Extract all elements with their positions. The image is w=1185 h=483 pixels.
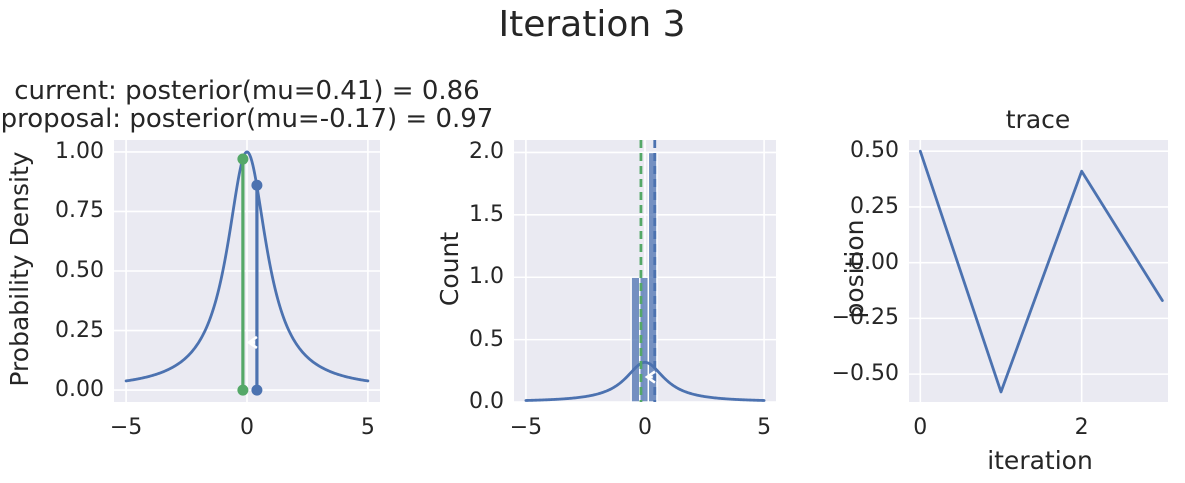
axes-background [909, 140, 1168, 402]
posterior-x-tick-label: 0 [240, 415, 254, 440]
current-posterior-text: current: posterior(mu=0.41) = 0.86 [14, 76, 480, 106]
samples-histogram-x-tick-label: 5 [757, 415, 772, 440]
posterior-y-tick-label: 0.25 [55, 317, 104, 343]
samples-histogram-x-tick-label: 0 [638, 415, 652, 440]
samples-histogram-y-tick-label: 2.0 [469, 139, 504, 165]
trace-y-tick-label: −0.25 [831, 305, 899, 331]
trace-y-tick-label: −0.50 [831, 361, 899, 387]
trace-y-tick-label: 0.25 [850, 193, 899, 219]
samples-histogram-y-tick-label: 1.5 [469, 201, 504, 227]
trace-plot-title: trace [1005, 105, 1071, 134]
posterior-density-curve [124, 150, 370, 383]
posterior-x-tick-label: −5 [109, 415, 143, 440]
proposal-top-marker [237, 153, 249, 165]
samples-histogram-plot-area [514, 140, 776, 402]
trace-x-tick-label: 2 [1074, 415, 1089, 440]
trace-x-tick-label: 0 [913, 415, 928, 440]
posterior-y-tick-label: 1.00 [55, 138, 104, 164]
posterior-y-tick-label: 0.00 [55, 377, 104, 403]
samples-histogram-y-tick-label: 1.0 [469, 264, 504, 290]
proposal-base-marker [237, 384, 249, 396]
trace-plot-area [909, 140, 1168, 402]
samples-histogram-x-tick-label: −5 [509, 415, 543, 440]
posterior-plot-title: current: posterior(mu=0.41) = 0.86 propo… [0, 77, 504, 133]
posterior-y-tick-label: 0.50 [55, 258, 104, 283]
trace-y-tick-label: 0.50 [850, 138, 899, 164]
current-base-marker [251, 384, 263, 396]
current-top-marker [251, 179, 263, 191]
proposal-posterior-text: proposal: posterior(mu=-0.17) = 0.97 [0, 104, 494, 134]
trace-y-tick-label: 0.00 [850, 249, 899, 275]
move-arrow-head [246, 335, 258, 350]
samples-histogram-y-tick-label: 0.5 [469, 326, 504, 352]
figure-title: Iteration 3 [498, 4, 686, 45]
posterior-x-tick-label: 5 [360, 415, 375, 440]
samples-histogram-y-tick-label: 0.0 [469, 389, 504, 414]
posterior-pdf-curve [524, 360, 766, 402]
trace-xlabel: iteration [987, 446, 1093, 475]
posterior-plot-area [114, 140, 380, 402]
histogram-bar [630, 276, 641, 402]
move-arrow-head [644, 370, 656, 384]
posterior-y-tick-label: 0.75 [55, 198, 104, 224]
trace-line [918, 149, 1164, 394]
